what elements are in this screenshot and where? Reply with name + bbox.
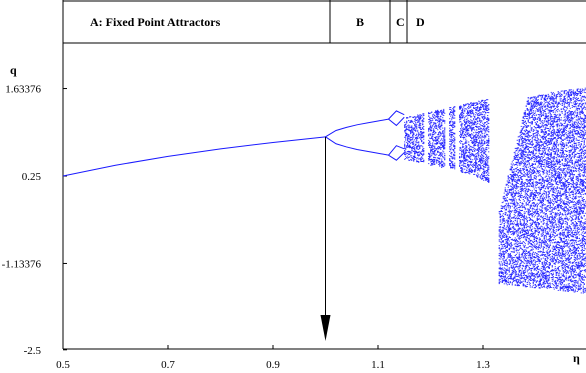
x-tick-label-0: 0.5 [56, 359, 70, 371]
chaotic-band-2 [498, 87, 586, 294]
y-tick-label-3: -2.5 [24, 345, 42, 357]
period2-lower-branch [325, 136, 389, 156]
region-label-1: B [356, 15, 364, 29]
chaotic-band-1 [404, 99, 490, 183]
plot-area [62, 87, 586, 341]
y-tick-label-1: 0.25 [22, 171, 42, 183]
period4-upper-branch-1 [388, 116, 405, 127]
x-axis-label: η [573, 351, 580, 365]
axis-labels: qη [10, 63, 580, 365]
x-tick-label-2: 0.9 [266, 359, 280, 371]
region-label-3: D [416, 15, 425, 29]
y-tick-label-0: 1.63376 [5, 84, 41, 96]
region-label-2: C [396, 15, 405, 29]
region-header-band: A: Fixed Point Attractors B C D [62, 0, 586, 44]
period4-lower-branch-0 [388, 145, 405, 156]
x-tick-label-3: 1.1 [371, 359, 385, 371]
period2-upper-branch [325, 118, 389, 138]
period4-upper-branch-0 [388, 110, 405, 120]
axes [62, 43, 586, 350]
fixed-point-branch [62, 136, 326, 177]
ticks: 0.5 0.7 0.9 1.1 1.3 1.63376 0.25 -1.13376 -2.5 [2, 84, 491, 371]
region-label-0: A: Fixed Point Attractors [90, 15, 221, 29]
y-tick-label-2: -1.13376 [2, 258, 42, 270]
x-tick-label-1: 0.7 [161, 359, 175, 371]
x-tick-label-4: 1.3 [476, 359, 490, 371]
y-axis-label: q [10, 63, 17, 77]
annotation-arrow-head [320, 315, 331, 341]
period4-lower-branch-1 [388, 152, 405, 161]
